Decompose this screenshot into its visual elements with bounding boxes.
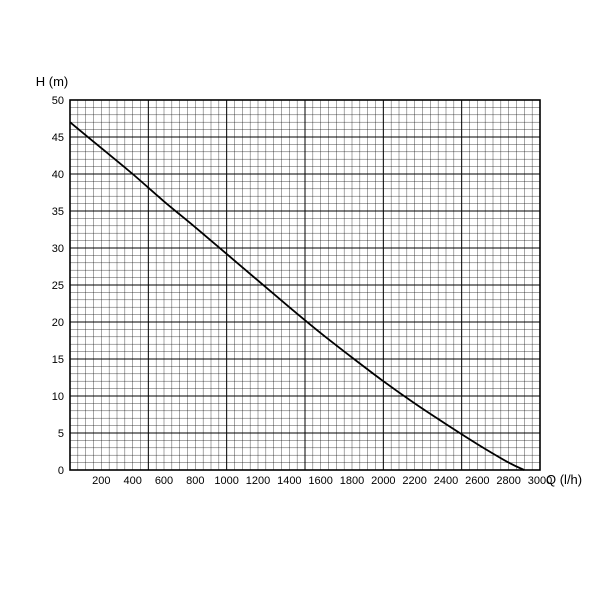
x-tick-label: 2400 [434, 475, 458, 487]
x-tick-label: 1800 [340, 475, 364, 487]
y-tick-label: 10 [52, 391, 64, 403]
y-tick-label: 20 [52, 317, 64, 329]
x-tick-label: 1200 [246, 475, 270, 487]
x-tick-label: 2600 [465, 475, 489, 487]
x-axis-label: Q (l/h) [546, 472, 582, 487]
y-tick-label: 35 [52, 206, 64, 218]
y-tick-label: 25 [52, 280, 64, 292]
x-tick-label: 2000 [371, 475, 395, 487]
y-tick-label: 45 [52, 132, 64, 144]
x-tick-label: 1400 [277, 475, 301, 487]
x-tick-label: 1000 [214, 475, 238, 487]
y-tick-label: 0 [58, 465, 64, 477]
pump-curve-chart: 2004006008001000120014001600180020002200… [0, 0, 600, 600]
x-tick-label: 200 [92, 475, 110, 487]
y-tick-label: 30 [52, 243, 64, 255]
x-tick-label: 400 [123, 475, 141, 487]
x-tick-label: 1600 [308, 475, 332, 487]
x-tick-label: 2800 [496, 475, 520, 487]
y-tick-label: 50 [52, 95, 64, 107]
y-tick-label: 15 [52, 354, 64, 366]
x-tick-label: 2200 [402, 475, 426, 487]
y-tick-label: 5 [58, 428, 64, 440]
y-tick-label: 40 [52, 169, 64, 181]
x-tick-label: 800 [186, 475, 204, 487]
y-axis-label: H (m) [36, 74, 69, 89]
chart-svg: 2004006008001000120014001600180020002200… [0, 0, 600, 600]
x-tick-label: 600 [155, 475, 173, 487]
